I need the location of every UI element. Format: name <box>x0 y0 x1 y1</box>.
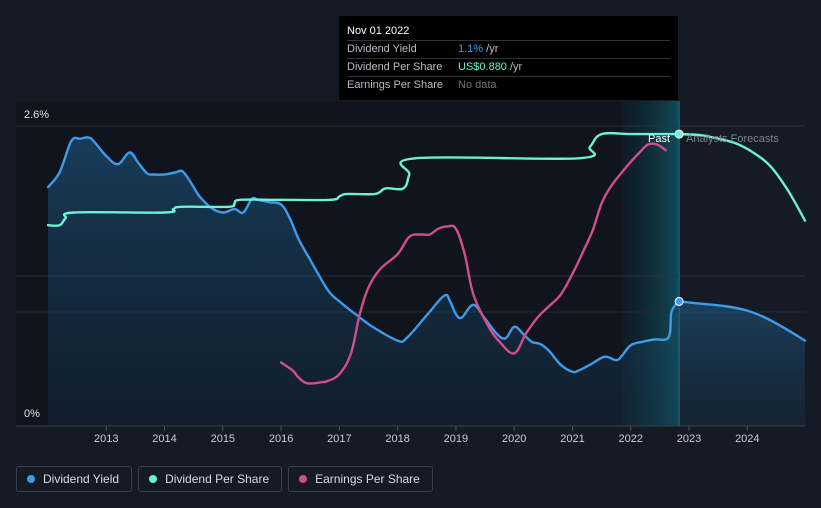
x-tick-label: 2022 <box>619 433 643 445</box>
legend-item-dividend-per-share[interactable]: Dividend Per Share <box>138 466 283 492</box>
legend: Dividend Yield Dividend Per Share Earnin… <box>16 466 433 492</box>
tooltip-label: Dividend Per Share <box>347 61 443 73</box>
tooltip: Nov 01 2022 Dividend Yield 1.1% /yr Divi… <box>339 16 678 100</box>
x-tick-label: 2014 <box>152 433 176 445</box>
legend-label: Earnings Per Share <box>315 472 420 486</box>
legend-item-dividend-yield[interactable]: Dividend Yield <box>16 466 133 492</box>
legend-label: Dividend Per Share <box>165 472 270 486</box>
y-tick-label-top: 2.6% <box>24 109 49 121</box>
y-axis-ticks: 2.6% 0% <box>24 109 49 420</box>
tooltip-label: Dividend Yield <box>347 43 417 55</box>
area-fills <box>48 137 805 426</box>
tooltip-unit: /yr <box>483 43 499 55</box>
x-tick-label: 2015 <box>211 433 235 445</box>
x-axis-ticks: 2013 2014 2015 2016 2017 2018 2019 2020 2021 2022… <box>94 426 760 445</box>
series-line-dividend-yield-forecast <box>677 300 807 342</box>
tooltip-row-dividend-per-share: Dividend Per Share US$0.880 /yr <box>347 58 670 76</box>
legend-dot-icon <box>299 475 308 483</box>
x-tick-label: 2019 <box>444 433 468 445</box>
x-tick-label: 2023 <box>677 433 701 445</box>
tooltip-row-earnings-per-share: Earnings Per Share No data <box>347 76 670 94</box>
x-tick-label: 2017 <box>327 433 351 445</box>
past-label: Past <box>648 133 670 145</box>
tooltip-row-dividend-yield: Dividend Yield 1.1% /yr <box>347 40 670 58</box>
marker-dividend-yield <box>674 296 684 306</box>
area-dividend-yield <box>48 137 680 426</box>
x-tick-label: 2013 <box>94 433 118 445</box>
x-tick-label: 2018 <box>385 433 409 445</box>
x-tick-label: 2020 <box>502 433 526 445</box>
series-markers <box>674 129 684 306</box>
legend-label: Dividend Yield <box>43 472 120 486</box>
tooltip-value: US$0.880 <box>458 61 507 73</box>
series-line-earnings-per-share <box>279 142 667 385</box>
area-dividend-yield-forecast <box>679 301 805 426</box>
tooltip-unit: /yr <box>506 61 523 73</box>
legend-dot-icon <box>27 475 35 483</box>
legend-dot-icon <box>149 475 158 483</box>
forecast-label: Analysts Forecasts <box>686 133 779 145</box>
series-lines <box>46 131 807 385</box>
marker-dividend-per-share <box>674 129 684 139</box>
y-tick-label-bottom: 0% <box>24 408 40 420</box>
tooltip-label: Earnings Per Share <box>347 79 443 91</box>
tooltip-value: 1.1% <box>458 43 484 55</box>
series-line-dividend-per-share-forecast <box>677 132 807 222</box>
x-tick-label: 2021 <box>560 433 584 445</box>
series-line-dividend-per-share <box>46 131 681 227</box>
x-tick-label: 2016 <box>269 433 293 445</box>
series-line-dividend-yield <box>46 136 681 374</box>
tooltip-value: No data <box>458 79 497 91</box>
legend-item-earnings-per-share[interactable]: Earnings Per Share <box>288 466 433 492</box>
tooltip-date: Nov 01 2022 <box>347 25 410 37</box>
x-tick-label: 2024 <box>735 433 759 445</box>
